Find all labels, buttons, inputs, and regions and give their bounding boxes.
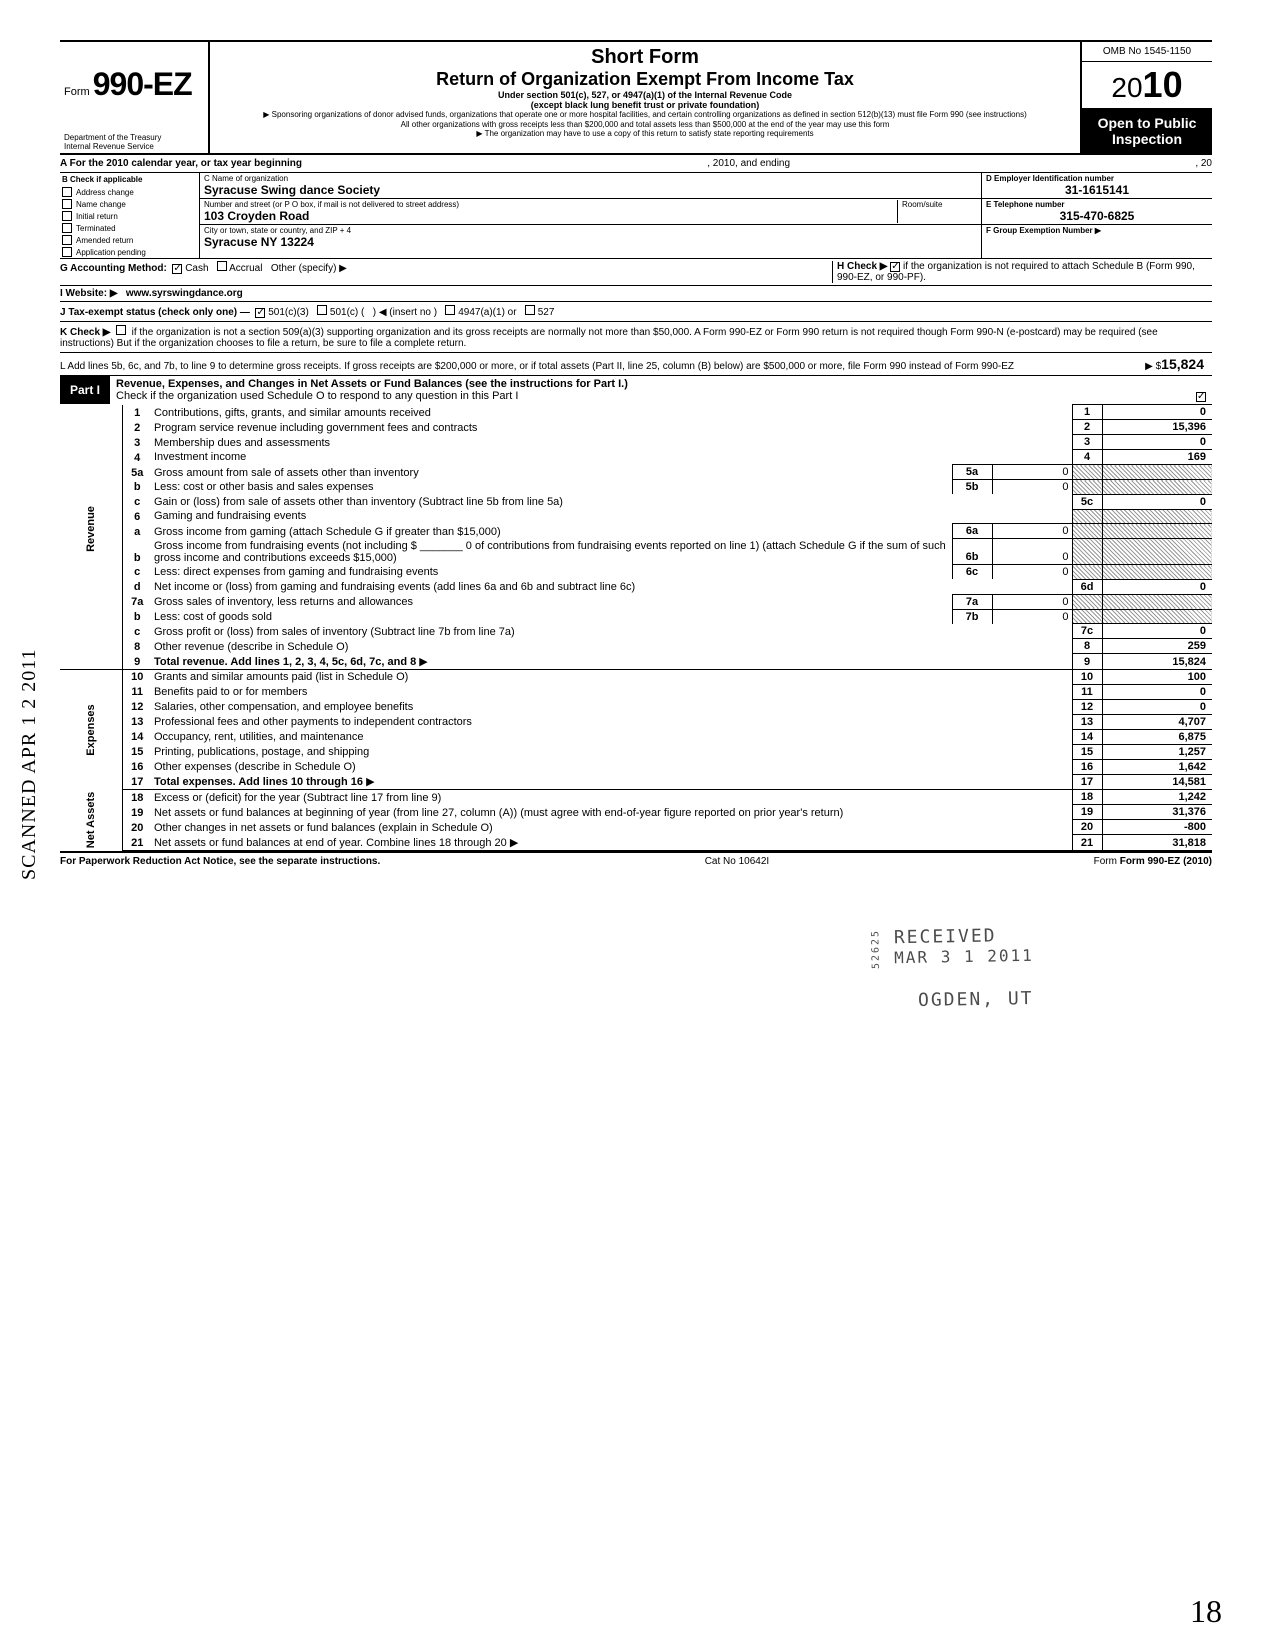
cb-501c[interactable] (317, 305, 327, 315)
amt-line-17: 14,581 (1102, 774, 1212, 790)
header-right: OMB No 1545-1150 2010 Open to Public Ins… (1082, 42, 1212, 153)
omb-number: OMB No 1545-1150 (1082, 42, 1212, 62)
side-expenses: Expenses (85, 701, 97, 757)
amt-line-21: 31,818 (1102, 835, 1212, 851)
gross-receipts-amount: 15,824 (1161, 356, 1212, 372)
note-other-orgs: All other organizations with gross recei… (218, 120, 1072, 130)
line-l-gross-receipts: L Add lines 5b, 6c, and 7b, to line 9 to… (60, 353, 1212, 376)
amt-line-5c: 0 (1102, 494, 1212, 509)
cb-cash[interactable] (172, 264, 182, 274)
amt-line-9: 15,824 (1102, 654, 1212, 670)
cb-line-k[interactable] (116, 325, 126, 335)
cb-initial-return[interactable] (62, 211, 72, 221)
cb-501c3[interactable] (255, 308, 265, 318)
row-a-tax-year: A For the 2010 calendar year, or tax yea… (60, 155, 1212, 173)
amt-line-4: 169 (1102, 450, 1212, 465)
col-d-ein: D Employer Identification number 31-1615… (982, 173, 1212, 258)
side-net-assets: Net Assets (85, 792, 97, 848)
org-street: 103 Croyden Road (204, 209, 897, 223)
amt-line-15: 1,257 (1102, 744, 1212, 759)
amt-line-8: 259 (1102, 639, 1212, 654)
form-header: Form 990-EZ Department of the Treasury I… (60, 42, 1212, 155)
amt-line-12: 0 (1102, 699, 1212, 714)
amt-line-6d: 0 (1102, 579, 1212, 594)
header-left: Form 990-EZ Department of the Treasury I… (60, 42, 210, 153)
line-k-check: K Check ▶ if the organization is not a s… (60, 322, 1212, 353)
note-copy: ▶ The organization may have to use a cop… (218, 129, 1072, 139)
side-revenue: Revenue (85, 501, 97, 557)
title-short-form: Short Form (218, 46, 1072, 69)
cb-name-change[interactable] (62, 199, 72, 209)
part-1-table: Revenue 1 Contributions, gifts, grants, … (60, 404, 1212, 851)
cb-schedule-o[interactable] (1196, 392, 1206, 402)
dept-treasury: Department of the Treasury (64, 133, 161, 142)
sub-section: Under section 501(c), 527, or 4947(a)(1)… (218, 90, 1072, 100)
sub-except: (except black lung benefit trust or priv… (218, 100, 1072, 110)
amt-line-14: 6,875 (1102, 729, 1212, 744)
cb-schedule-b[interactable] (890, 262, 900, 272)
amt-line-16: 1,642 (1102, 759, 1212, 774)
amt-line-3: 0 (1102, 435, 1212, 450)
section-bcd: B Check if applicable Address change Nam… (60, 173, 1212, 259)
form-990ez: Form 990-EZ Department of the Treasury I… (60, 40, 1212, 867)
org-city: Syracuse NY 13224 (204, 235, 977, 249)
cb-accrual[interactable] (217, 261, 227, 271)
cb-application-pending[interactable] (62, 247, 72, 257)
part-1-header: Part I Revenue, Expenses, and Changes in… (60, 376, 1212, 404)
amt-line-18: 1,242 (1102, 790, 1212, 805)
received-stamp: RECEIVED 52625 MAR 3 1 2011 (886, 921, 1042, 972)
amt-line-7c: 0 (1102, 624, 1212, 639)
cb-terminated[interactable] (62, 223, 72, 233)
header-center: Short Form Return of Organization Exempt… (210, 42, 1082, 153)
amt-line-13: 4,707 (1102, 714, 1212, 729)
col-b-checkboxes: B Check if applicable Address change Nam… (60, 173, 200, 258)
ogden-stamp: OGDEN, UT (910, 984, 1042, 1015)
cb-4947[interactable] (445, 305, 455, 315)
cb-address-change[interactable] (62, 187, 72, 197)
org-name: Syracuse Swing dance Society (204, 183, 977, 197)
dept-irs: Internal Revenue Service (64, 142, 161, 151)
note-sponsoring: ▶ Sponsoring organizations of donor advi… (218, 110, 1072, 120)
form-number: 990-EZ (93, 66, 192, 102)
cb-amended[interactable] (62, 235, 72, 245)
amt-line-1: 0 (1102, 405, 1212, 420)
amt-line-19: 31,376 (1102, 805, 1212, 820)
website-value: www.syrswingdance.org (126, 288, 243, 299)
amt-line-11: 0 (1102, 684, 1212, 699)
amt-line-10: 100 (1102, 669, 1212, 684)
tax-year: 2010 (1082, 62, 1212, 109)
line-g-accounting: G Accounting Method: Cash Accrual Other … (60, 259, 1212, 286)
telephone-value: 315-470-6825 (986, 209, 1208, 223)
scanned-stamp: SCANNED APR 1 2 2011 (18, 648, 41, 880)
amt-line-20: -800 (1102, 820, 1212, 835)
form-prefix: Form (64, 86, 90, 98)
open-to-public: Open to Public Inspection (1082, 109, 1212, 153)
form-footer: For Paperwork Reduction Act Notice, see … (60, 851, 1212, 867)
cb-527[interactable] (525, 305, 535, 315)
ein-value: 31-1615141 (986, 183, 1208, 197)
amt-line-2: 15,396 (1102, 420, 1212, 435)
line-i-website: I Website: ▶ www.syrswingdance.org (60, 286, 1212, 302)
line-j-tax-exempt: J Tax-exempt status (check only one) — 5… (60, 302, 1212, 322)
page-number: 18 (1190, 1593, 1222, 1630)
title-return: Return of Organization Exempt From Incom… (218, 69, 1072, 90)
col-c-org-info: C Name of organization Syracuse Swing da… (200, 173, 982, 258)
